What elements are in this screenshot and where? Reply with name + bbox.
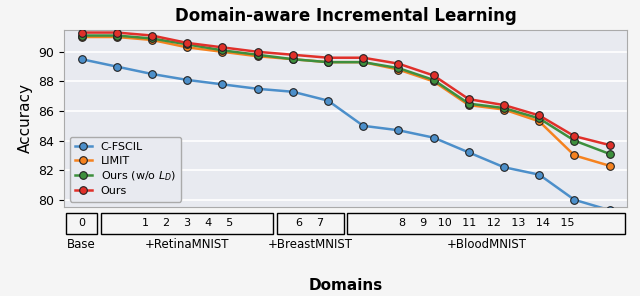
Legend: C-FSCIL, LIMIT, Ours (w/o $L_D$), Ours: C-FSCIL, LIMIT, Ours (w/o $L_D$), Ours: [70, 136, 181, 202]
Text: Base: Base: [67, 238, 96, 251]
Text: 8    9   10   11   12   13   14   15: 8 9 10 11 12 13 14 15: [399, 218, 574, 229]
Text: 0: 0: [78, 218, 85, 229]
Text: +RetinaMNIST: +RetinaMNIST: [145, 238, 230, 251]
Text: 6    7: 6 7: [296, 218, 324, 229]
Text: +BreastMNIST: +BreastMNIST: [268, 238, 353, 251]
Text: Domains: Domains: [308, 278, 383, 293]
Text: +BloodMNIST: +BloodMNIST: [447, 238, 526, 251]
Y-axis label: Accuracy: Accuracy: [18, 83, 33, 153]
Title: Domain-aware Incremental Learning: Domain-aware Incremental Learning: [175, 7, 516, 25]
Text: 1    2    3    4    5: 1 2 3 4 5: [141, 218, 233, 229]
